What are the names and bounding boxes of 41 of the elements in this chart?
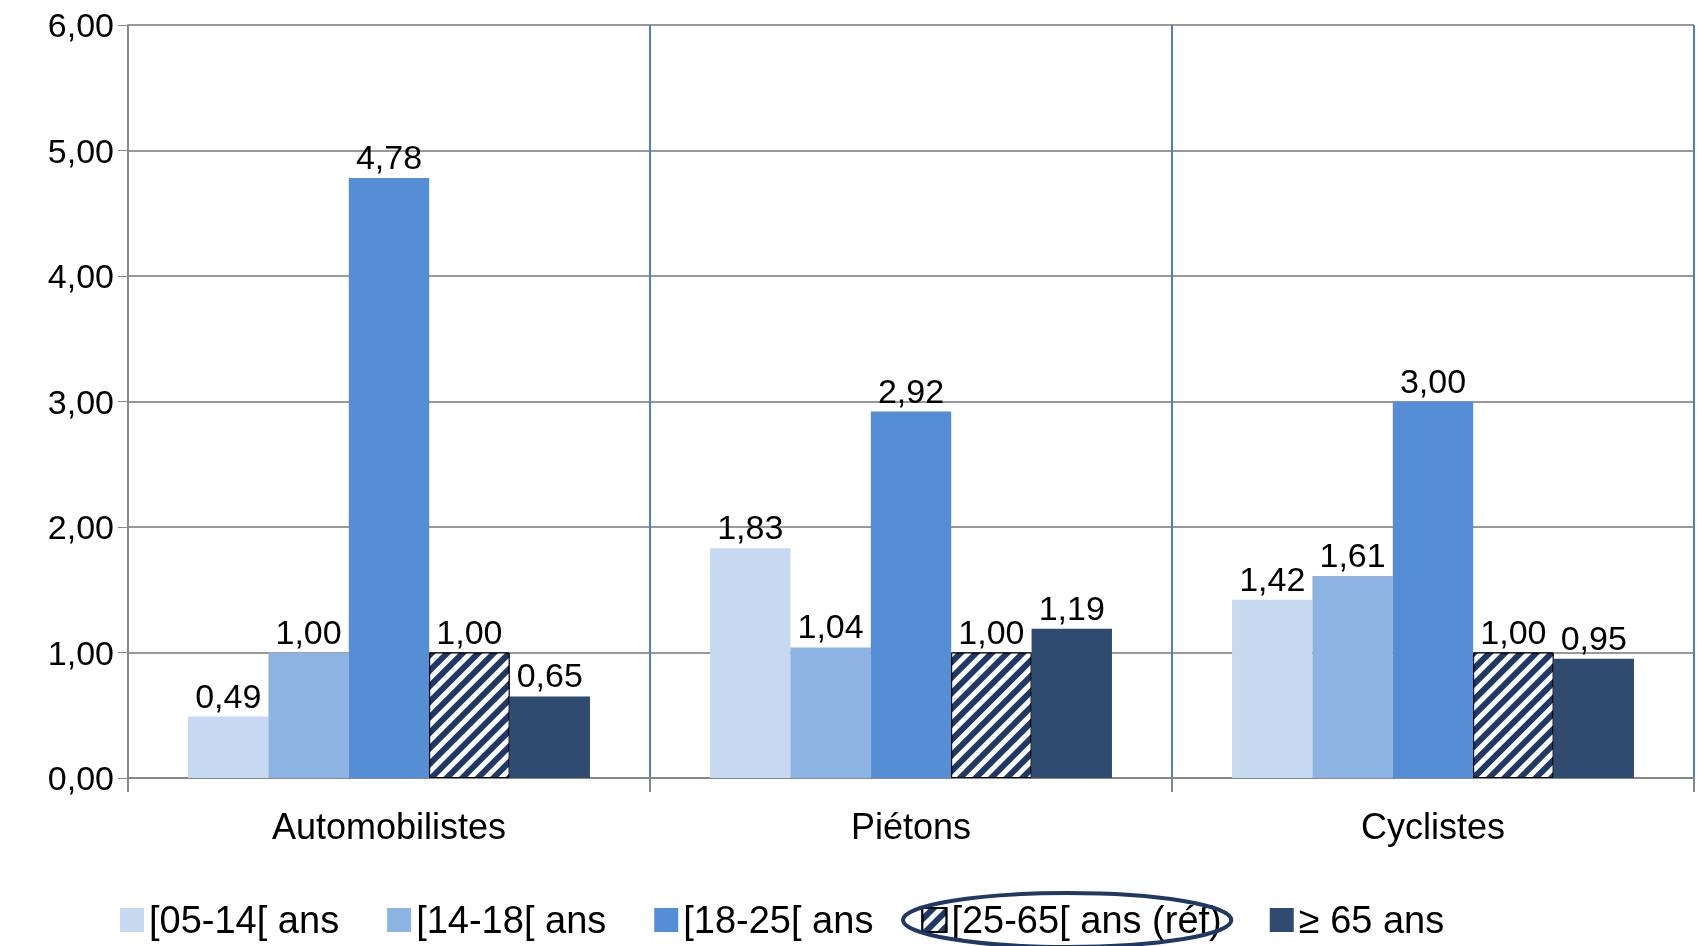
bar xyxy=(1553,658,1634,778)
bar xyxy=(348,178,430,778)
data-label: 1,61 xyxy=(1319,535,1386,574)
data-label: 1,04 xyxy=(797,607,864,646)
y-tick-label: 5,00 xyxy=(47,131,114,170)
bar xyxy=(1312,575,1393,778)
data-label: 0,95 xyxy=(1560,618,1627,657)
y-tick-label: 6,00 xyxy=(47,6,114,44)
bar xyxy=(268,652,349,778)
data-label: 1,00 xyxy=(436,612,503,651)
y-tick-label: 3,00 xyxy=(47,382,114,421)
data-label: 1,00 xyxy=(958,612,1025,651)
bar xyxy=(509,696,590,778)
data-label: 0,49 xyxy=(195,676,262,715)
legend-label: ≥ 65 ans xyxy=(1298,899,1445,941)
data-label: 1,42 xyxy=(1239,559,1306,598)
bar xyxy=(188,716,269,778)
data-label: 1,00 xyxy=(1480,612,1547,651)
bar xyxy=(1392,401,1474,778)
data-label: 4,78 xyxy=(355,138,423,177)
bar xyxy=(790,647,871,778)
bar xyxy=(870,411,952,778)
y-tick-label: 1,00 xyxy=(47,633,114,672)
bar xyxy=(710,548,791,778)
bar xyxy=(1031,628,1112,778)
bar xyxy=(1232,599,1313,778)
y-tick-label: 4,00 xyxy=(47,257,114,295)
x-tick-label: Piétons xyxy=(850,805,972,847)
legend-label: [18-25[ ans xyxy=(683,899,874,941)
data-label: 2,92 xyxy=(877,371,945,410)
data-label: 1,00 xyxy=(275,612,342,651)
y-tick-label: 2,00 xyxy=(47,508,114,546)
data-label: 0,65 xyxy=(516,656,583,695)
data-label: 1,83 xyxy=(717,508,784,547)
legend-label: [14-18[ ans xyxy=(416,899,607,941)
x-tick-label: Cyclistes xyxy=(1360,805,1506,847)
legend-label: [05-14[ ans xyxy=(149,899,340,941)
y-tick-label: 0,00 xyxy=(47,759,114,797)
data-label: 1,19 xyxy=(1038,588,1105,627)
data-label: 3,00 xyxy=(1399,361,1467,400)
x-tick-label: Automobilistes xyxy=(271,805,507,847)
